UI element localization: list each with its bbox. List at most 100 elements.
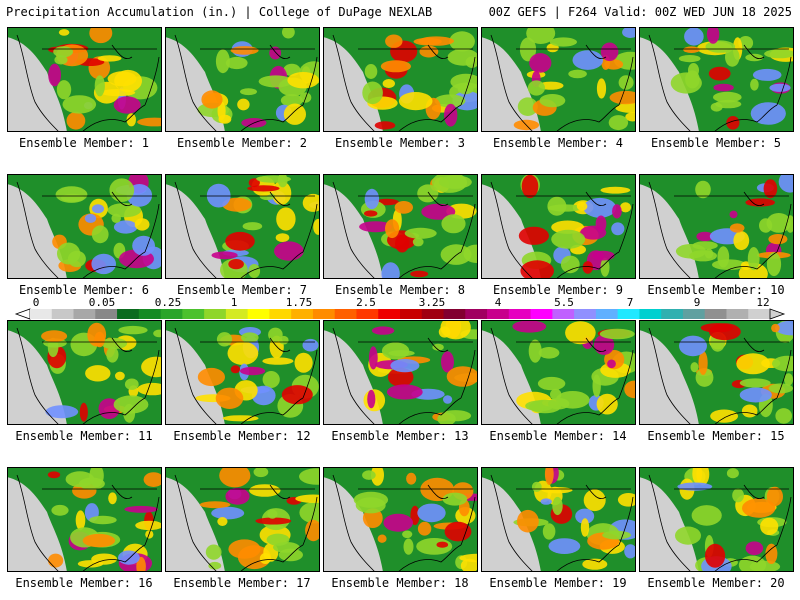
colorbar-swatch — [748, 309, 771, 319]
colorbar-swatch — [726, 309, 749, 319]
colorbar-swatch — [487, 309, 510, 319]
ensemble-map-panel — [323, 320, 478, 425]
ensemble-map-panel — [7, 467, 162, 572]
ensemble-map-panel — [323, 174, 478, 279]
colorbar-swatch — [247, 309, 270, 319]
colorbar-swatch — [552, 309, 575, 319]
precip-map — [165, 320, 320, 425]
colorbar-swatch — [356, 309, 379, 319]
precip-map — [323, 27, 478, 132]
colorbar-swatch — [465, 309, 488, 319]
colorbar-swatch — [378, 309, 401, 319]
colorbar-swatch — [661, 309, 684, 319]
ensemble-map-panel — [481, 467, 636, 572]
colorbar-min-arrow — [14, 308, 31, 320]
colorbar-swatch — [225, 309, 249, 319]
colorbar-swatch — [574, 309, 597, 319]
colorbar-swatch — [312, 309, 336, 319]
ensemble-member-label: Ensemble Member: 14 — [489, 429, 627, 443]
colorbar — [14, 308, 786, 320]
colorbar-tick-label: 0.05 — [88, 296, 116, 309]
precip-map — [323, 174, 478, 279]
ensemble-member-label: Ensemble Member: 4 — [492, 136, 624, 150]
ensemble-map-panel — [165, 27, 320, 132]
ensemble-map-panel — [7, 320, 162, 425]
precip-map — [481, 27, 636, 132]
colorbar-swatch — [617, 309, 640, 319]
precip-map — [639, 467, 794, 572]
ensemble-member-label: Ensemble Member: 10 — [647, 283, 785, 297]
colorbar-swatch — [682, 309, 706, 319]
precip-map — [323, 320, 478, 425]
ensemble-member-label: Ensemble Member: 1 — [18, 136, 150, 150]
precip-map — [165, 467, 320, 572]
colorbar-tick-label: 1.75 — [285, 296, 313, 309]
precip-map — [639, 320, 794, 425]
precip-map — [165, 27, 320, 132]
ensemble-map-panel — [165, 320, 320, 425]
colorbar-swatch — [595, 309, 619, 319]
precip-map — [7, 27, 162, 132]
precip-map — [481, 174, 636, 279]
colorbar-swatch — [421, 309, 445, 319]
colorbar-tick-labels: 0 0.05 0.25 1 1.75 2.5 3.25 4 5.5 7 9 12 — [0, 296, 800, 310]
precip-map — [323, 467, 478, 572]
colorbar-swatch — [334, 309, 357, 319]
colorbar-tick-label: 1 — [230, 296, 238, 309]
colorbar-tick-label: 0 — [32, 296, 40, 309]
colorbar-tick-label: 5.5 — [554, 296, 574, 309]
colorbar-tick-label: 0.25 — [154, 296, 182, 309]
colorbar-tick-label: 7 — [626, 296, 634, 309]
ensemble-map-panel — [639, 27, 794, 132]
ensemble-map-panel — [639, 467, 794, 572]
ensemble-member-label: Ensemble Member: 16 — [15, 576, 153, 590]
ensemble-member-label: Ensemble Member: 13 — [331, 429, 469, 443]
colorbar-swatch — [530, 309, 553, 319]
precip-map — [7, 467, 162, 572]
colorbar-swatch — [269, 309, 292, 319]
precip-map — [7, 174, 162, 279]
ensemble-map-panel — [481, 320, 636, 425]
colorbar-swatch — [443, 309, 466, 319]
ensemble-member-label: Ensemble Member: 17 — [173, 576, 311, 590]
colorbar-swatch — [291, 309, 314, 319]
precip-map — [7, 320, 162, 425]
colorbar-swatch — [204, 309, 227, 319]
colorbar-swatch — [73, 309, 96, 319]
colorbar-swatch — [160, 309, 183, 319]
colorbar-swatch — [51, 309, 75, 319]
colorbar-swatch — [508, 309, 532, 319]
colorbar-swatch — [30, 309, 53, 319]
ensemble-member-label: Ensemble Member: 11 — [15, 429, 153, 443]
ensemble-member-label: Ensemble Member: 20 — [647, 576, 785, 590]
ensemble-map-panel — [165, 467, 320, 572]
ensemble-member-label: Ensemble Member: 6 — [18, 283, 150, 297]
colorbar-swatch — [639, 309, 662, 319]
precip-map — [639, 174, 794, 279]
ensemble-map-panel — [7, 174, 162, 279]
ensemble-member-label: Ensemble Member: 3 — [334, 136, 466, 150]
colorbar-swatch — [704, 309, 727, 319]
ensemble-map-panel — [639, 320, 794, 425]
ensemble-map-panel — [481, 27, 636, 132]
ensemble-map-panel — [7, 27, 162, 132]
page-title: Precipitation Accumulation (in.) | Colle… — [6, 5, 433, 19]
ensemble-member-label: Ensemble Member: 18 — [331, 576, 469, 590]
colorbar-swatch — [95, 309, 118, 319]
colorbar-swatch — [400, 309, 423, 319]
colorbar-tick-label: 3.25 — [418, 296, 446, 309]
colorbar-tick-label: 2.5 — [356, 296, 376, 309]
precip-map — [639, 27, 794, 132]
ensemble-member-label: Ensemble Member: 12 — [173, 429, 311, 443]
colorbar-tick-label: 9 — [693, 296, 701, 309]
ensemble-member-label: Ensemble Member: 19 — [489, 576, 627, 590]
colorbar-tick-label: 12 — [756, 296, 770, 309]
ensemble-member-label: Ensemble Member: 2 — [176, 136, 308, 150]
precip-map — [481, 467, 636, 572]
ensemble-map-panel — [323, 467, 478, 572]
ensemble-map-panel — [639, 174, 794, 279]
ensemble-member-label: Ensemble Member: 9 — [492, 283, 624, 297]
ensemble-map-panel — [323, 27, 478, 132]
run-info: 00Z GEFS | F264 Valid: 00Z WED JUN 18 20… — [488, 5, 792, 19]
ensemble-member-label: Ensemble Member: 15 — [647, 429, 785, 443]
